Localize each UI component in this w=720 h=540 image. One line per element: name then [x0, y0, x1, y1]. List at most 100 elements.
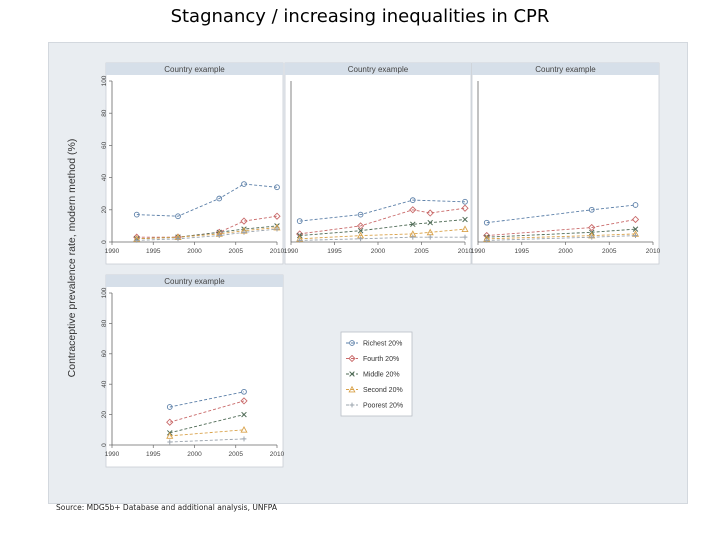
y-tick-label: 80 — [101, 109, 108, 117]
x-tick-label: 1995 — [146, 451, 161, 458]
data-point — [409, 197, 416, 203]
series-poorest-20 — [297, 234, 468, 243]
chart-figure: Contraceptive prevalence rate, modern me… — [66, 62, 661, 468]
panel-title: Country example — [348, 65, 409, 74]
x-tick-label: 2010 — [458, 248, 473, 255]
series-richest-20 — [296, 197, 468, 224]
data-point — [216, 233, 222, 238]
data-point — [461, 225, 469, 232]
data-point — [133, 211, 140, 218]
series-line — [299, 207, 466, 235]
series-poorest-20 — [484, 233, 638, 243]
x-tick-label: 2010 — [270, 248, 285, 255]
data-point — [588, 223, 596, 232]
data-point — [216, 195, 223, 202]
panel-frame — [105, 62, 284, 265]
panel-title-strip — [106, 63, 283, 75]
data-point — [633, 233, 638, 238]
legend-marker — [348, 385, 356, 393]
x-tick-label: 1995 — [146, 248, 161, 255]
data-point — [166, 418, 174, 426]
series-poorest-20 — [134, 226, 280, 243]
data-point — [484, 237, 490, 243]
data-point — [632, 226, 639, 232]
series-line — [169, 438, 245, 443]
chart-panel-2: Country example 1990 1995 2000 2005 2010 — [284, 62, 473, 265]
series-fourth-20 — [166, 397, 248, 426]
x-tick-label: 2000 — [187, 248, 202, 255]
data-point — [357, 227, 364, 234]
y-tick-label: 60 — [101, 141, 108, 149]
panel-frame — [471, 62, 660, 265]
data-point — [631, 215, 640, 224]
y-tick-label: 40 — [101, 380, 108, 388]
data-point — [462, 198, 468, 205]
legend-label: Richest 20% — [363, 341, 402, 348]
data-point — [297, 237, 303, 243]
series-richest-20 — [133, 181, 280, 220]
data-point — [483, 219, 490, 226]
data-point — [357, 211, 364, 218]
y-tick-label: 0 — [101, 240, 108, 244]
series-line — [486, 204, 636, 224]
panel-title: Country example — [164, 277, 225, 286]
slide-title: Stagnancy / increasing inequalities in C… — [170, 6, 550, 27]
chart-panel-4: Country example 1990 1995 2000 2005 2010 0 20 40… — [101, 274, 285, 468]
panel-title: Country example — [535, 65, 596, 74]
series-line — [169, 414, 245, 434]
panel-title-strip — [285, 63, 471, 75]
legend-marker — [348, 354, 356, 363]
x-tick-label: 2010 — [646, 248, 661, 255]
y-tick-label: 20 — [101, 411, 108, 419]
data-point — [274, 226, 280, 232]
x-tick-label: 2005 — [414, 248, 429, 255]
legend-label: Second 20% — [363, 387, 403, 394]
y-tick-label: 100 — [101, 75, 108, 86]
data-point — [427, 234, 433, 240]
data-point — [296, 218, 303, 224]
panel-title-strip — [106, 275, 283, 287]
y-tick-label: 60 — [101, 350, 108, 358]
series-line — [169, 429, 245, 437]
data-point — [588, 206, 595, 213]
panel-frame — [284, 62, 472, 265]
series-middle-20 — [296, 216, 468, 239]
legend-label: Middle 20% — [363, 372, 400, 379]
data-point — [409, 206, 417, 214]
series-line — [169, 391, 245, 408]
data-point — [589, 234, 595, 240]
x-tick-label: 2010 — [270, 451, 285, 458]
data-point — [273, 212, 281, 220]
x-tick-label: 2005 — [602, 248, 617, 255]
data-point — [241, 388, 247, 395]
data-point — [240, 217, 248, 225]
series-richest-20 — [483, 202, 639, 226]
y-tick-label: 100 — [101, 287, 108, 298]
legend-label: Poorest 20% — [363, 403, 403, 410]
series-richest-20 — [166, 388, 247, 410]
series-line — [299, 236, 465, 241]
data-point — [240, 426, 248, 433]
y-axis-title: Contraceptive prevalence rate, modern me… — [66, 139, 78, 378]
data-point — [175, 213, 181, 220]
data-point — [241, 411, 247, 418]
x-tick-label: 2000 — [558, 248, 573, 255]
series-line — [299, 199, 466, 222]
panel-title-strip — [472, 63, 659, 75]
x-tick-label: 2005 — [229, 451, 244, 458]
data-point — [241, 229, 247, 235]
data-point — [241, 436, 247, 442]
series-line — [299, 228, 466, 240]
legend-label: Fourth 20% — [363, 356, 399, 363]
series-line — [169, 400, 245, 423]
data-point — [241, 181, 247, 187]
y-tick-label: 20 — [101, 206, 108, 214]
series-poorest-20 — [167, 436, 247, 445]
data-point — [426, 228, 434, 236]
data-point — [426, 209, 434, 217]
data-point — [134, 237, 140, 243]
x-tick-label: 1990 — [284, 248, 299, 255]
data-point — [240, 397, 248, 405]
x-tick-label: 1995 — [327, 248, 342, 255]
legend-marker — [349, 402, 355, 408]
